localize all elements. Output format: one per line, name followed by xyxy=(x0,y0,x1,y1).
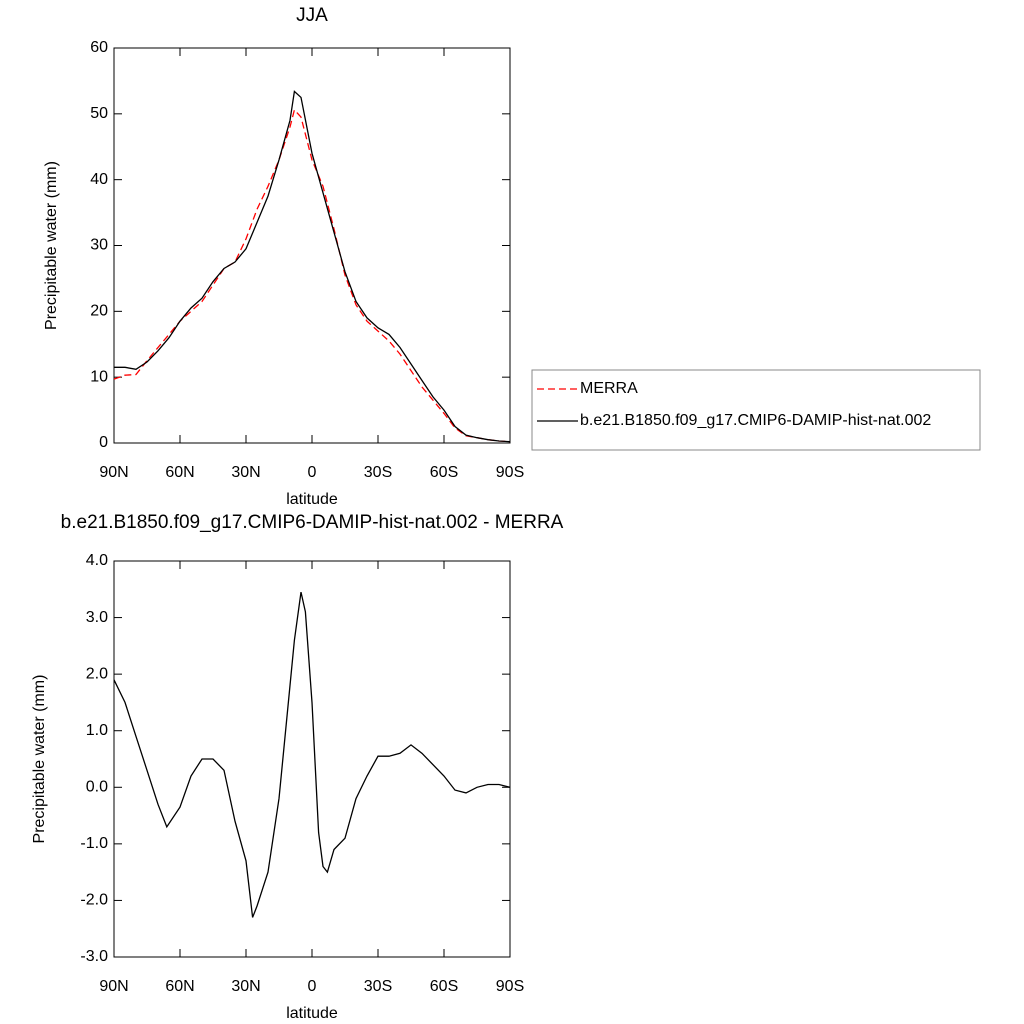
x-tick-label: 30N xyxy=(231,464,260,481)
x-tick-label: 30S xyxy=(364,978,392,995)
legend-label: b.e21.B1850.f09_g17.CMIP6-DAMIP-hist-nat… xyxy=(580,412,931,429)
y-tick-label: 10 xyxy=(90,368,108,385)
x-axis-label: latitude xyxy=(286,491,338,508)
y-tick-label: 50 xyxy=(90,105,108,122)
x-tick-label: 0 xyxy=(308,464,317,481)
x-axis-label: latitude xyxy=(286,1005,338,1022)
y-axis-label: Precipitable water (mm) xyxy=(43,161,60,330)
legend-label: MERRA xyxy=(580,380,638,397)
y-tick-label: -1.0 xyxy=(80,835,108,852)
y-tick-label: 4.0 xyxy=(86,552,108,569)
y-tick-label: 40 xyxy=(90,171,108,188)
y-tick-label: 0 xyxy=(99,434,108,451)
x-tick-label: 90S xyxy=(496,978,524,995)
x-tick-label: 90N xyxy=(99,464,128,481)
y-tick-label: 30 xyxy=(90,237,108,254)
plot-frame xyxy=(113,560,511,958)
chart-title: b.e21.B1850.f09_g17.CMIP6-DAMIP-hist-nat… xyxy=(61,512,564,533)
x-tick-label: 60S xyxy=(430,978,458,995)
y-tick-label: 20 xyxy=(90,303,108,320)
y-axis-label: Precipitable water (mm) xyxy=(31,675,48,844)
x-tick-label: 60N xyxy=(165,978,194,995)
y-tick-label: 0.0 xyxy=(86,779,108,796)
data-line xyxy=(114,90,511,443)
y-tick-label: 60 xyxy=(90,39,108,56)
y-tick-label: 3.0 xyxy=(86,609,108,626)
data-line xyxy=(113,591,511,918)
x-tick-label: 60S xyxy=(430,464,458,481)
x-tick-label: 90N xyxy=(99,978,128,995)
plot-frame xyxy=(113,47,511,444)
legend-box xyxy=(531,369,981,451)
x-tick-label: 30N xyxy=(231,978,260,995)
x-tick-label: 30S xyxy=(364,464,392,481)
y-tick-label: -2.0 xyxy=(80,892,108,909)
chart-title: JJA xyxy=(296,5,328,26)
data-line xyxy=(113,108,511,443)
y-tick-label: 2.0 xyxy=(86,665,108,682)
y-tick-label: -3.0 xyxy=(80,948,108,965)
x-tick-label: 60N xyxy=(165,464,194,481)
x-tick-label: 90S xyxy=(496,464,524,481)
x-tick-label: 0 xyxy=(308,978,317,995)
y-tick-label: 1.0 xyxy=(86,722,108,739)
